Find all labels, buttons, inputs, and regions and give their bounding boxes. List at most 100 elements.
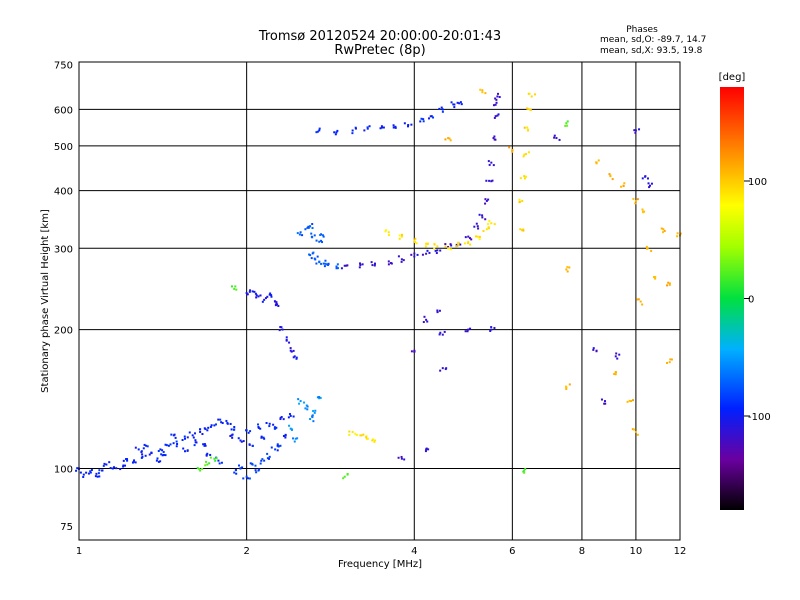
data-point xyxy=(511,149,514,152)
data-point xyxy=(207,426,210,429)
data-point xyxy=(481,89,484,92)
data-point xyxy=(458,102,461,105)
data-point xyxy=(255,294,258,297)
data-point xyxy=(183,437,186,440)
data-point xyxy=(508,146,511,149)
data-point xyxy=(215,423,218,426)
data-point xyxy=(342,477,345,480)
data-point xyxy=(666,361,669,364)
chart-title-line2: RwPretec (8p) xyxy=(334,43,425,58)
x-tick-label: 8 xyxy=(579,546,585,557)
data-point xyxy=(304,228,307,231)
data-point xyxy=(318,127,321,130)
data-point xyxy=(482,229,485,232)
data-point xyxy=(140,450,143,453)
data-point xyxy=(433,247,436,250)
plot-frame xyxy=(78,61,681,541)
data-point xyxy=(313,234,316,237)
data-point xyxy=(654,275,657,278)
data-point xyxy=(530,95,533,98)
data-point xyxy=(478,213,481,216)
data-point xyxy=(371,439,374,442)
data-point xyxy=(355,433,358,436)
data-point xyxy=(170,433,173,436)
data-point xyxy=(614,371,617,374)
data-point xyxy=(191,434,194,437)
y-tick-label: 500 xyxy=(54,142,73,153)
data-point xyxy=(440,106,443,109)
data-point xyxy=(203,443,206,446)
data-point xyxy=(351,430,354,433)
data-point xyxy=(400,455,403,458)
data-point xyxy=(280,416,283,419)
data-point xyxy=(400,233,403,236)
data-point xyxy=(654,277,657,280)
data-point xyxy=(242,440,245,443)
data-point xyxy=(183,450,186,453)
data-point xyxy=(235,288,238,291)
data-point xyxy=(380,125,383,128)
data-point xyxy=(467,235,470,238)
data-point xyxy=(489,329,492,332)
data-point xyxy=(219,418,222,421)
data-point xyxy=(566,270,569,273)
data-point xyxy=(141,455,144,458)
data-point xyxy=(94,475,97,478)
data-point xyxy=(319,233,322,236)
data-point xyxy=(319,396,322,399)
data-point xyxy=(204,444,207,447)
data-point xyxy=(318,395,321,398)
data-point xyxy=(392,126,395,129)
phase-colorbar xyxy=(720,87,744,510)
data-point xyxy=(620,185,623,188)
data-point xyxy=(421,253,424,256)
data-point xyxy=(428,251,431,254)
data-point xyxy=(268,293,271,296)
data-point xyxy=(186,449,189,452)
data-point xyxy=(324,259,327,262)
data-point xyxy=(199,469,202,472)
data-point xyxy=(459,243,462,246)
data-point xyxy=(280,326,283,329)
data-point xyxy=(150,451,153,454)
x-tick-label: 2 xyxy=(243,546,249,557)
data-points xyxy=(75,88,682,480)
data-point xyxy=(387,234,390,237)
data-point xyxy=(309,418,312,421)
data-point xyxy=(156,457,159,460)
data-point xyxy=(311,415,314,418)
data-point xyxy=(253,290,256,293)
data-point xyxy=(668,283,671,286)
x-axis-ticks: 1 2 4 6 8 10 12 xyxy=(76,546,687,557)
data-point xyxy=(246,293,249,296)
data-point xyxy=(203,444,206,447)
data-point xyxy=(365,435,368,438)
data-point xyxy=(318,260,321,263)
data-point xyxy=(162,453,165,456)
data-point xyxy=(518,201,521,204)
data-point xyxy=(273,427,276,430)
data-point xyxy=(268,422,271,425)
data-point xyxy=(270,294,273,297)
data-point xyxy=(398,237,401,240)
data-point xyxy=(487,223,490,226)
data-point xyxy=(229,422,232,425)
data-point xyxy=(488,163,491,166)
data-point xyxy=(293,440,296,443)
data-point xyxy=(597,159,600,162)
data-point xyxy=(205,454,208,457)
data-point xyxy=(195,441,198,444)
data-point xyxy=(281,328,284,331)
data-point xyxy=(354,432,357,435)
data-point xyxy=(449,139,452,142)
data-point xyxy=(251,444,254,447)
data-point xyxy=(519,177,522,180)
data-point xyxy=(235,468,238,471)
data-point xyxy=(173,433,176,436)
data-point xyxy=(323,265,326,268)
data-point xyxy=(443,330,446,333)
data-point xyxy=(380,126,383,129)
data-point xyxy=(146,445,149,448)
data-point xyxy=(101,469,104,472)
data-point xyxy=(233,471,236,474)
